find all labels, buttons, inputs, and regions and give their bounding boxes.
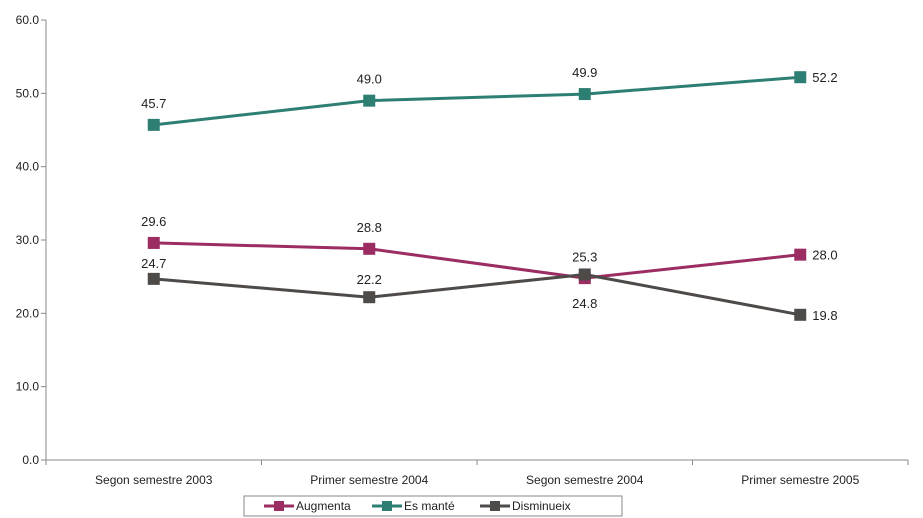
series-line-1 [153,75,801,127]
legend-label: Augmenta [296,499,351,513]
y-tick-label: 0.0 [22,453,39,467]
data-label: 49.0 [357,72,382,87]
data-label: 25.3 [572,249,597,264]
data-label: 45.7 [141,96,166,111]
x-tick-label: Primer semestre 2004 [310,473,428,487]
legend-label: Es manté [404,499,455,513]
legend-label: Disminueix [512,499,571,513]
data-point [363,291,376,304]
series-layer [147,71,807,321]
y-tick-label: 40.0 [16,160,40,174]
data-label: 19.8 [812,308,837,323]
x-tick-label: Segon semestre 2003 [95,473,213,487]
axes: 0.0 10.0 20.0 30.0 40.0 50.0 60.0 Segon semestr… [16,13,909,487]
data-point [578,88,591,101]
y-tick-label: 30.0 [16,233,40,247]
data-point [363,242,376,255]
y-tick-label: 10.0 [16,380,40,394]
data-point [794,308,807,321]
data-label: 24.8 [572,296,597,311]
data-label: 28.0 [812,248,837,263]
legend-swatch-marker [382,501,392,511]
data-point [147,236,160,249]
data-label: 52.2 [812,70,837,85]
y-tick-label: 20.0 [16,306,40,320]
legend-swatch-marker [274,501,284,511]
data-point [363,94,376,107]
legend-swatch-marker [490,501,500,511]
data-point [578,268,591,281]
data-point [147,118,160,131]
data-point [794,248,807,261]
data-label: 49.9 [572,65,597,80]
x-tick-label: Segon semestre 2004 [526,473,644,487]
y-tick-label: 60.0 [16,13,40,27]
series-line-0 [153,241,801,280]
legend-box [243,495,623,517]
data-label: 28.8 [357,220,382,235]
data-label: 22.2 [357,272,382,287]
x-tick-label: Primer semestre 2005 [741,473,859,487]
data-labels: 29.6 28.8 24.8 28.0 45.7 49.0 49.9 52.2 24.7 22.2… [141,65,837,323]
legend: Augmenta Es manté Disminueix [243,495,623,517]
data-point [794,71,807,84]
data-point [147,272,160,285]
data-label: 29.6 [141,214,166,229]
y-tick-label: 50.0 [16,86,40,100]
series-line-2 [153,272,801,317]
data-label: 24.7 [141,256,166,271]
